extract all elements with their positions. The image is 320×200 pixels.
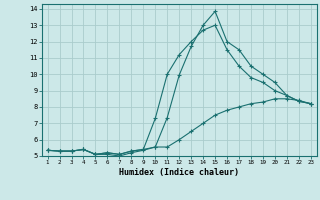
X-axis label: Humidex (Indice chaleur): Humidex (Indice chaleur) <box>119 168 239 177</box>
